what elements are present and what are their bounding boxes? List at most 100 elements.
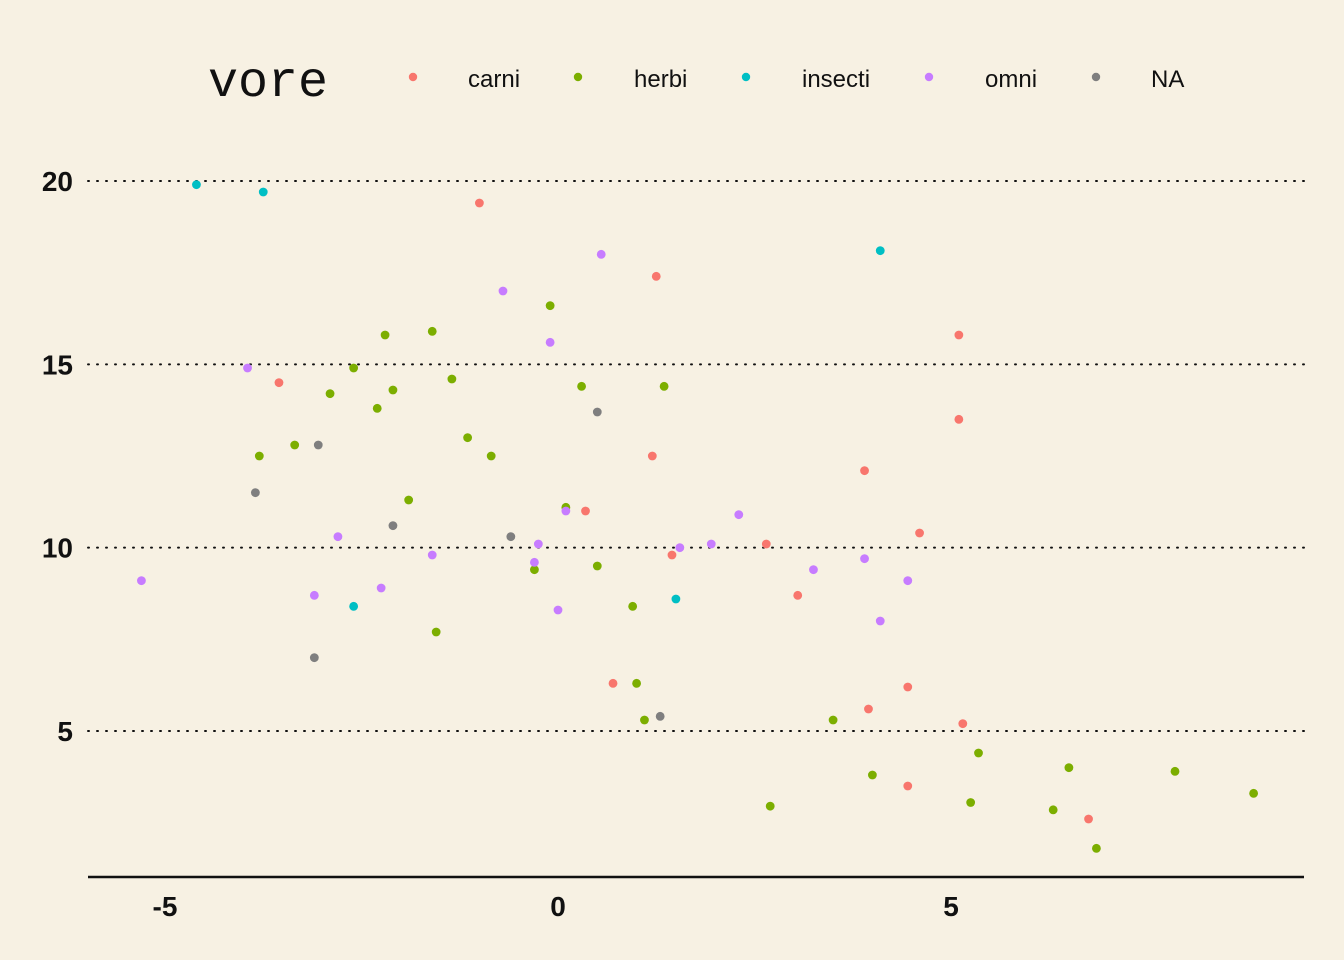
point-herbi-28 bbox=[1048, 805, 1058, 815]
point-insecti-1 bbox=[192, 180, 201, 190]
point-herbi-20 bbox=[632, 678, 641, 688]
point-herbi-15 bbox=[545, 301, 555, 311]
point-na-2 bbox=[313, 440, 323, 450]
point-herbi-21 bbox=[640, 715, 649, 725]
point-omni-5 bbox=[376, 583, 386, 593]
point-herbi-6 bbox=[380, 330, 390, 340]
point-omni-6 bbox=[427, 550, 437, 560]
point-insecti-5 bbox=[875, 246, 885, 256]
point-herbi-9 bbox=[427, 326, 437, 336]
point-insecti-3 bbox=[349, 601, 359, 611]
point-carni-16 bbox=[954, 414, 964, 424]
point-omni-16 bbox=[734, 510, 744, 520]
x-tick-label--5: -5 bbox=[153, 891, 178, 922]
point-carni-9 bbox=[793, 590, 803, 600]
point-carni-3 bbox=[581, 506, 590, 516]
legend-key-na bbox=[1091, 72, 1101, 82]
y-tick-label-20: 20 bbox=[42, 166, 73, 197]
point-carni-10 bbox=[860, 466, 869, 476]
point-omni-8 bbox=[530, 557, 539, 567]
legend-label-omni: omni bbox=[985, 66, 1037, 93]
point-herbi-26 bbox=[966, 798, 976, 807]
point-omni-19 bbox=[875, 616, 885, 626]
point-omni-4 bbox=[333, 532, 343, 542]
point-carni-17 bbox=[958, 719, 968, 729]
point-omni-17 bbox=[809, 565, 818, 575]
legend-label-insecti: insecti bbox=[802, 66, 870, 93]
point-na-1 bbox=[250, 488, 260, 498]
point-omni-11 bbox=[553, 605, 563, 615]
point-omni-15 bbox=[706, 539, 716, 549]
x-tick-label-5: 5 bbox=[943, 891, 959, 922]
point-omni-7 bbox=[498, 286, 508, 296]
point-herbi-8 bbox=[404, 495, 414, 505]
point-herbi-23 bbox=[765, 801, 775, 811]
legend-key-herbi bbox=[573, 72, 583, 82]
point-omni-9 bbox=[533, 539, 543, 549]
point-herbi-2 bbox=[290, 440, 300, 450]
point-herbi-29 bbox=[1064, 763, 1074, 773]
point-na-4 bbox=[388, 521, 398, 531]
data-points bbox=[137, 180, 1259, 853]
y-tick-label-10: 10 bbox=[42, 533, 73, 564]
point-herbi-13 bbox=[486, 451, 496, 461]
point-herbi-22 bbox=[659, 381, 669, 391]
point-omni-10 bbox=[545, 337, 555, 347]
point-herbi-17 bbox=[577, 381, 586, 391]
point-herbi-19 bbox=[628, 601, 638, 611]
point-omni-2 bbox=[243, 363, 252, 373]
legend-title: vore bbox=[208, 55, 328, 112]
point-omni-18 bbox=[860, 554, 869, 564]
legend-label-na: NA bbox=[1151, 66, 1184, 93]
point-carni-18 bbox=[1084, 814, 1093, 824]
point-carni-11 bbox=[864, 704, 873, 714]
point-carni-4 bbox=[608, 678, 618, 688]
legend: vore carni herbi insecti omni NA bbox=[208, 55, 1184, 112]
point-insecti-4 bbox=[671, 594, 681, 604]
point-carni-13 bbox=[903, 781, 913, 791]
point-herbi-4 bbox=[349, 363, 359, 373]
point-herbi-18 bbox=[592, 561, 602, 571]
legend-key-omni bbox=[924, 72, 934, 82]
point-na-3 bbox=[309, 653, 319, 663]
point-omni-14 bbox=[675, 543, 685, 553]
point-carni-2 bbox=[475, 198, 484, 208]
point-herbi-25 bbox=[868, 770, 877, 780]
y-tick-label-5: 5 bbox=[57, 716, 73, 747]
point-carni-12 bbox=[903, 682, 913, 692]
point-na-5 bbox=[506, 532, 516, 542]
point-herbi-32 bbox=[1249, 788, 1259, 798]
legend-label-carni: carni bbox=[468, 66, 520, 93]
legend-label-herbi: herbi bbox=[634, 66, 687, 93]
point-herbi-31 bbox=[1170, 766, 1180, 776]
point-carni-8 bbox=[761, 539, 771, 549]
point-herbi-5 bbox=[372, 403, 382, 413]
point-carni-14 bbox=[915, 528, 924, 538]
point-herbi-1 bbox=[254, 451, 264, 461]
point-carni-1 bbox=[274, 378, 284, 388]
point-herbi-3 bbox=[325, 389, 335, 399]
point-herbi-10 bbox=[431, 627, 441, 637]
point-omni-13 bbox=[596, 249, 606, 259]
point-herbi-27 bbox=[974, 748, 983, 758]
point-omni-12 bbox=[561, 506, 571, 516]
point-herbi-30 bbox=[1092, 843, 1101, 853]
point-omni-1 bbox=[137, 576, 146, 586]
point-herbi-11 bbox=[447, 374, 457, 384]
x-tick-label-0: 0 bbox=[550, 891, 566, 922]
point-herbi-24 bbox=[828, 715, 838, 725]
point-herbi-12 bbox=[463, 433, 473, 443]
axes: 5 10 15 20 -5 0 5 bbox=[42, 166, 1304, 922]
point-insecti-2 bbox=[258, 187, 268, 197]
point-carni-6 bbox=[651, 271, 661, 281]
legend-key-insecti bbox=[741, 72, 751, 82]
point-na-7 bbox=[655, 711, 665, 721]
point-omni-20 bbox=[903, 576, 913, 586]
point-carni-15 bbox=[954, 330, 964, 340]
point-herbi-14 bbox=[530, 565, 539, 575]
legend-key-carni bbox=[408, 72, 418, 82]
point-herbi-7 bbox=[388, 385, 398, 395]
point-carni-7 bbox=[667, 550, 677, 560]
